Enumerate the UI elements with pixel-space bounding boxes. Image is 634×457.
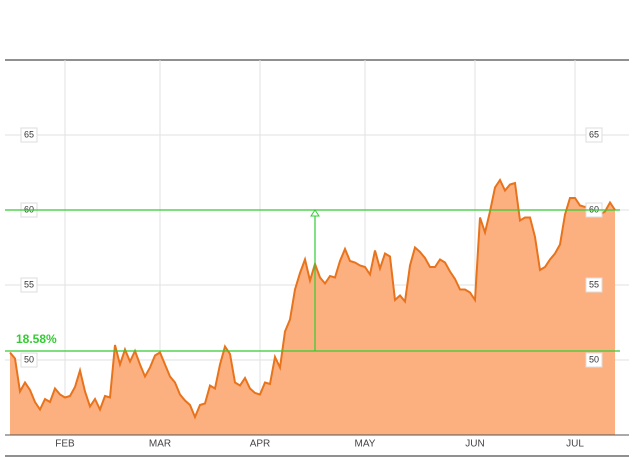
measure-arrow — [310, 209, 320, 217]
tick-label-box — [585, 127, 603, 143]
tick-label-box — [20, 127, 38, 143]
y-tick-label-right: 65 — [589, 129, 599, 139]
y-tick-label-left: 55 — [24, 279, 34, 289]
price-line — [9, 177, 616, 420]
y-tick-label-left: 50 — [24, 354, 34, 364]
x-tick-label: MAY — [355, 439, 376, 450]
overlay: 50 50 55 55 60 60 65 65 18.58% — [5, 127, 620, 368]
y-tick-label-left: 65 — [24, 129, 34, 139]
y-tick-label-right: 60 — [589, 204, 599, 214]
y-tick-label-left: 60 — [24, 204, 34, 214]
measure-label: 18.58% — [16, 332, 57, 346]
y-tick-label-right: 50 — [589, 354, 599, 364]
y-tick-label-right: 55 — [589, 279, 599, 289]
tick-label-box — [585, 352, 603, 368]
area-fill — [10, 180, 615, 435]
x-tick-label: APR — [250, 439, 271, 450]
tick-label-box — [20, 352, 38, 368]
x-tick-label: JUN — [465, 439, 484, 450]
tick-label-box — [585, 277, 603, 293]
x-tick-label: MAR — [149, 439, 171, 450]
plot — [5, 177, 629, 436]
tick-label-box — [20, 277, 38, 293]
x-tick-label: FEB — [55, 439, 75, 450]
x-tick-label: JUL — [566, 439, 584, 450]
